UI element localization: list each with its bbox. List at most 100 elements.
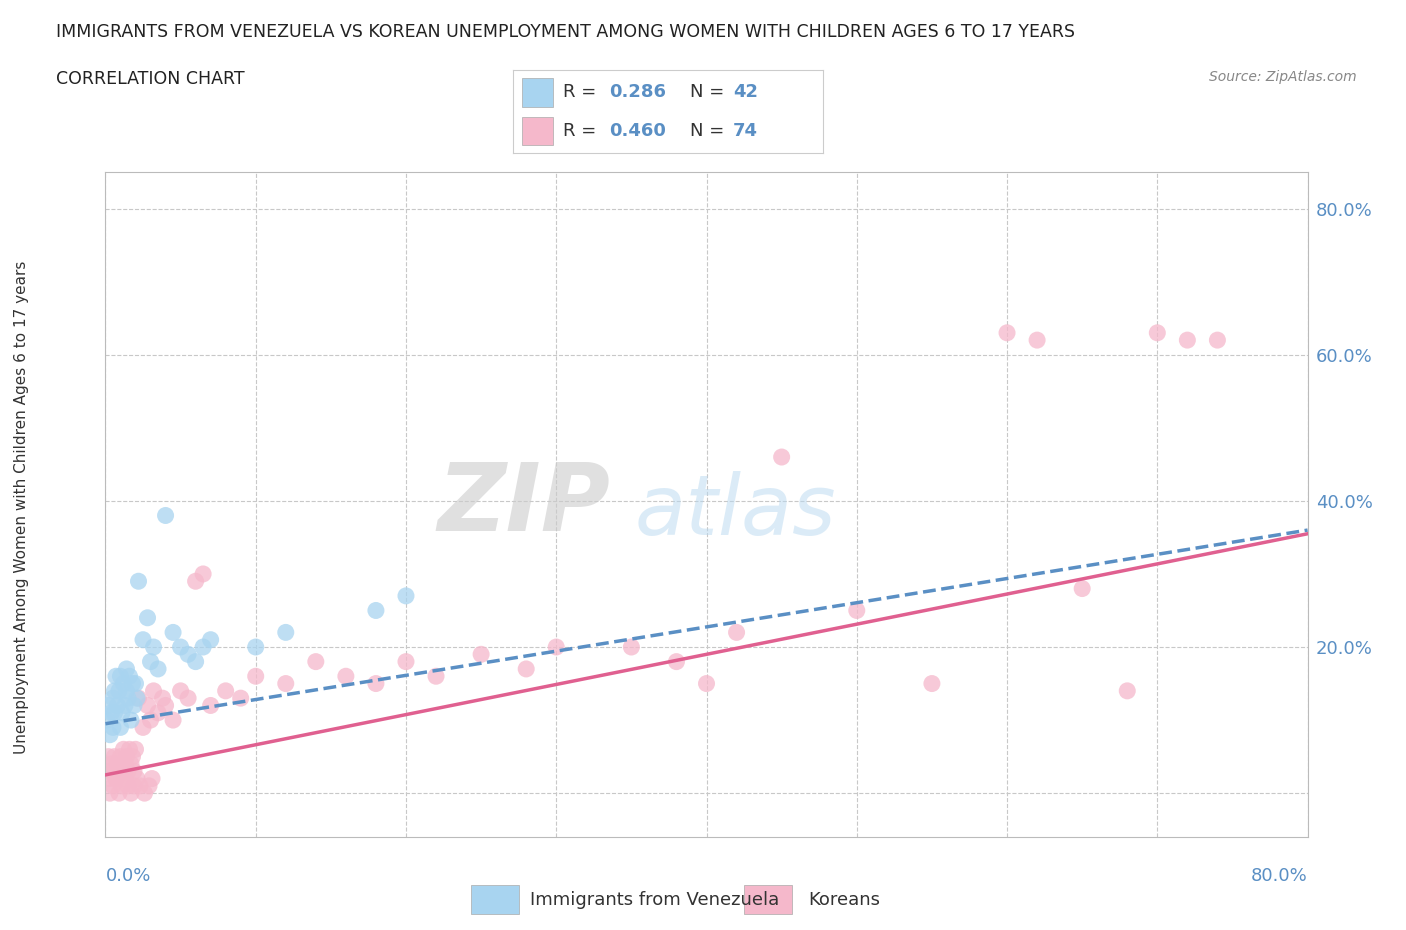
- Point: [620, 640, 643, 655]
- Point: [108, 764, 131, 778]
- Point: [121, 750, 143, 764]
- Point: [122, 698, 145, 713]
- Point: [96, 712, 118, 727]
- Point: [1175, 333, 1198, 348]
- FancyBboxPatch shape: [523, 78, 554, 107]
- Point: [101, 691, 124, 706]
- Point: [118, 669, 141, 684]
- Point: [200, 698, 222, 713]
- Point: [162, 625, 184, 640]
- Point: [103, 705, 125, 720]
- Point: [138, 778, 160, 793]
- Point: [364, 603, 387, 618]
- Point: [395, 654, 418, 669]
- Text: R =: R =: [562, 84, 602, 101]
- Point: [100, 756, 122, 771]
- Point: [110, 720, 132, 735]
- Point: [101, 778, 124, 793]
- Point: [1206, 333, 1229, 348]
- Point: [152, 691, 174, 706]
- Text: N =: N =: [689, 84, 730, 101]
- Point: [665, 654, 688, 669]
- Point: [100, 705, 122, 720]
- Point: [97, 750, 120, 764]
- Point: [122, 778, 145, 793]
- Point: [125, 691, 148, 706]
- Point: [921, 676, 943, 691]
- Point: [101, 720, 124, 735]
- Point: [107, 698, 129, 713]
- Point: [146, 705, 169, 720]
- Point: [104, 771, 127, 786]
- Point: [111, 764, 134, 778]
- Point: [101, 764, 124, 778]
- Point: [115, 661, 138, 676]
- Point: [121, 676, 143, 691]
- Point: [177, 691, 200, 706]
- Point: [111, 778, 134, 793]
- Point: [128, 574, 150, 589]
- Point: [115, 684, 138, 698]
- Point: [696, 676, 718, 691]
- Point: [108, 684, 131, 698]
- Text: IMMIGRANTS FROM VENEZUELA VS KOREAN UNEMPLOYMENT AMONG WOMEN WITH CHILDREN AGES : IMMIGRANTS FROM VENEZUELA VS KOREAN UNEM…: [56, 23, 1076, 41]
- Text: N =: N =: [689, 122, 730, 140]
- Point: [1071, 581, 1094, 596]
- Point: [139, 712, 162, 727]
- Point: [425, 669, 447, 684]
- Text: atlas: atlas: [634, 471, 837, 551]
- Point: [184, 654, 207, 669]
- Point: [98, 727, 121, 742]
- Point: [169, 684, 191, 698]
- Point: [132, 632, 155, 647]
- Point: [114, 698, 136, 713]
- Point: [191, 640, 214, 655]
- Point: [169, 640, 191, 655]
- Point: [515, 661, 537, 676]
- Point: [96, 764, 118, 778]
- Point: [364, 676, 387, 691]
- Point: [142, 684, 165, 698]
- Point: [155, 698, 177, 713]
- Point: [117, 691, 139, 706]
- Point: [110, 750, 132, 764]
- Point: [104, 669, 127, 684]
- FancyBboxPatch shape: [744, 885, 792, 914]
- Point: [214, 684, 236, 698]
- Point: [1116, 684, 1139, 698]
- Text: CORRELATION CHART: CORRELATION CHART: [56, 70, 245, 87]
- Point: [104, 771, 127, 786]
- Point: [177, 647, 200, 662]
- Point: [141, 771, 163, 786]
- Text: 0.286: 0.286: [609, 84, 666, 101]
- Point: [120, 786, 142, 801]
- Point: [770, 449, 793, 464]
- Point: [132, 720, 155, 735]
- Point: [117, 764, 139, 778]
- Point: [274, 625, 297, 640]
- Point: [725, 625, 748, 640]
- Point: [107, 756, 129, 771]
- Point: [245, 640, 267, 655]
- Point: [139, 654, 162, 669]
- Point: [845, 603, 868, 618]
- Point: [274, 676, 297, 691]
- Point: [395, 589, 418, 604]
- Point: [125, 771, 148, 786]
- Point: [114, 771, 136, 786]
- Text: 74: 74: [733, 122, 758, 140]
- Point: [103, 750, 125, 764]
- Point: [124, 676, 146, 691]
- Point: [200, 632, 222, 647]
- FancyBboxPatch shape: [471, 885, 519, 914]
- FancyBboxPatch shape: [523, 116, 554, 145]
- Point: [155, 508, 177, 523]
- Text: Source: ZipAtlas.com: Source: ZipAtlas.com: [1209, 70, 1357, 84]
- Point: [97, 698, 120, 713]
- Point: [191, 566, 214, 581]
- Text: 80.0%: 80.0%: [1251, 867, 1308, 884]
- Point: [112, 742, 135, 757]
- Point: [470, 647, 492, 662]
- Point: [103, 684, 125, 698]
- Text: Koreans: Koreans: [808, 891, 880, 909]
